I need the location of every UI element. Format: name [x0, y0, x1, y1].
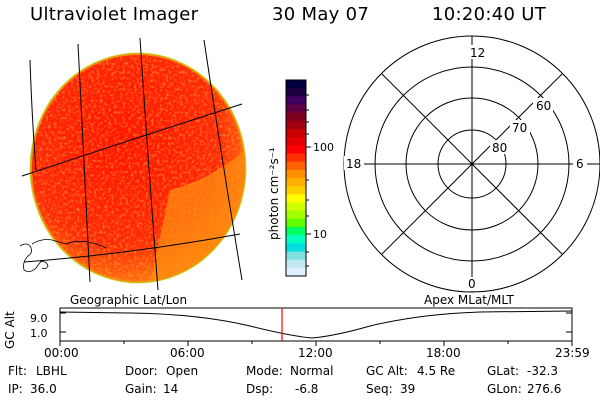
- info-glat-value: -32.3: [527, 364, 559, 378]
- colorbar-cell: [286, 186, 306, 195]
- info-seq-label: Seq:: [366, 382, 393, 396]
- colorbar-cell: [286, 169, 306, 179]
- info-gain-label: Gain:: [125, 382, 157, 396]
- colorbar-cell: [286, 218, 306, 228]
- info-dsp-value: -6.8: [295, 382, 319, 396]
- info-mode-value: Normal: [290, 364, 334, 378]
- time-label: 10:20:40 UT: [432, 4, 547, 25]
- info-ip-label: IP:: [8, 382, 23, 396]
- info-flt-label: Flt:: [8, 364, 27, 378]
- colorbar-cell: [286, 80, 306, 89]
- timeline-ylabel: GC Alt: [3, 311, 17, 349]
- colorbar-cell: [286, 235, 306, 244]
- colorbar-cell: [286, 178, 306, 187]
- timeline-right-label: Apex MLat/MLT: [424, 293, 514, 307]
- coastline: [19, 239, 107, 272]
- info-glat-label: GLat:: [487, 364, 520, 378]
- info-gain-value: 14: [163, 382, 179, 396]
- x-tick-2359: 23:59: [555, 346, 590, 360]
- colorbar: 100 10 photon cm⁻²s⁻¹: [267, 79, 334, 277]
- colorbar-cell: [286, 259, 306, 269]
- polar-plot: [343, 35, 600, 293]
- lat-label-70: 70: [512, 121, 527, 135]
- colorbar-cell: [286, 243, 306, 252]
- x-tick-1800: 18:00: [426, 346, 461, 360]
- mlt-label-18: 18: [346, 157, 361, 171]
- altitude-curve: [59, 310, 573, 339]
- colorbar-cell: [286, 112, 306, 122]
- info-gcalt-label: GC Alt:: [366, 364, 408, 378]
- info-door-value: Open: [166, 364, 199, 378]
- mlt-label-0: 0: [468, 277, 476, 291]
- colorbar-cell: [286, 120, 306, 130]
- colorbar-cell: [286, 227, 306, 236]
- geo-grid: [21, 37, 243, 291]
- info-dsp-label: Dsp:: [246, 382, 274, 396]
- y-tick-9: 9.0: [30, 312, 48, 325]
- colorbar-cell: [286, 202, 306, 212]
- colorbar-cell: [286, 129, 306, 138]
- colorbar-cell: [286, 194, 306, 203]
- colorbar-cell: [286, 210, 306, 220]
- colorbar-cell: [286, 96, 306, 105]
- x-tick-1200: 12:00: [298, 346, 333, 360]
- colorbar-unit-label: photon cm⁻²s⁻¹: [267, 147, 281, 240]
- info-flt-value: LBHL: [36, 364, 67, 378]
- colorbar-cell: [286, 104, 306, 114]
- colorbar-tick-100: 100: [313, 141, 334, 154]
- y-tick-1: 1.0: [30, 327, 48, 340]
- colorbar-cell: [286, 137, 306, 146]
- date-label: 30 May 07: [272, 4, 370, 25]
- earth-limb: [30, 53, 246, 283]
- colorbar-tick-10: 10: [313, 228, 327, 241]
- lat-label-60: 60: [536, 99, 551, 113]
- info-glon-value: 276.6: [527, 382, 562, 396]
- info-door-label: Door:: [125, 364, 158, 378]
- x-tick-0000: 00:00: [44, 346, 79, 360]
- colorbar-ticks: [306, 94, 311, 267]
- geo-image: [19, 37, 247, 291]
- colorbar-cell: [286, 267, 306, 277]
- app-title: Ultraviolet Imager: [30, 4, 199, 25]
- colorbar-cell: [286, 145, 306, 154]
- info-ip-value: 36.0: [30, 382, 57, 396]
- x-tick-0600: 06:00: [170, 346, 205, 360]
- mlt-label-12: 12: [470, 46, 485, 60]
- colorbar-cell: [286, 153, 306, 163]
- colorbar-cell: [286, 251, 306, 261]
- info-mode-label: Mode:: [246, 364, 283, 378]
- altitude-timeline: [59, 307, 573, 346]
- lat-label-80: 80: [492, 141, 507, 155]
- info-gcalt-value: 4.5 Re: [417, 364, 456, 378]
- info-seq-value: 39: [400, 382, 416, 396]
- colorbar-cell: [286, 161, 306, 171]
- colorbar-cell: [286, 88, 306, 97]
- info-glon-label: GLon:: [487, 382, 522, 396]
- mlt-label-6: 6: [576, 157, 584, 171]
- timeline-left-label: Geographic Lat/Lon: [70, 293, 188, 307]
